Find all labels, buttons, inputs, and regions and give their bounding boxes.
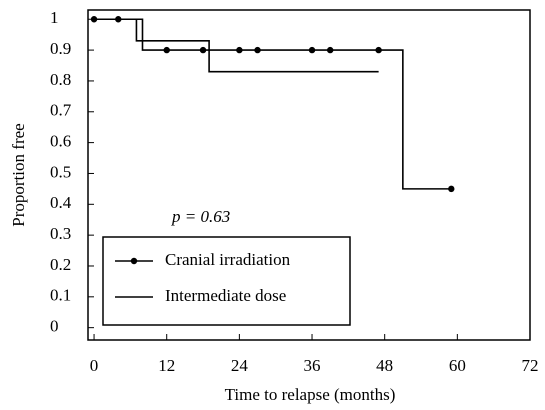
plot-frame — [87, 9, 531, 341]
annotation: p = 0.63 — [171, 207, 230, 226]
x-tick-label: 0 — [90, 356, 99, 375]
y-tick-label: 0.4 — [50, 193, 72, 212]
x-tick-label: 36 — [304, 356, 321, 375]
legend-marker — [130, 257, 138, 265]
censor-mark — [326, 46, 334, 54]
survival-curve — [94, 18, 452, 190]
x-tick-label: 12 — [158, 356, 175, 375]
y-tick-label: 0.3 — [50, 224, 71, 243]
y-tick-label: 1 — [50, 8, 59, 27]
censor-mark — [375, 46, 382, 54]
y-tick-label: 0.8 — [50, 70, 71, 89]
legend-label: Intermediate dose — [165, 286, 286, 305]
y-axis-label: Proportion free — [9, 123, 28, 226]
x-tick-label: 60 — [449, 356, 466, 375]
y-tick-label: 0.6 — [50, 132, 71, 151]
censor-mark — [448, 185, 455, 193]
y-tick-label: 0 — [50, 317, 59, 336]
y-tick-label: 0.7 — [50, 101, 72, 120]
x-tick-label: 24 — [231, 356, 249, 375]
x-tick-label: 72 — [522, 356, 539, 375]
y-tick-label: 0.9 — [50, 39, 71, 58]
censor-mark — [163, 46, 170, 54]
y-tick-label: 0.1 — [50, 286, 71, 305]
censor-mark — [199, 46, 207, 54]
x-tick-label: 48 — [376, 356, 393, 375]
y-tick-label: 0.2 — [50, 255, 71, 274]
y-tick-label: 0.5 — [50, 162, 71, 181]
legend-label: Cranial irradiation — [165, 250, 291, 269]
censor-mark — [236, 46, 243, 54]
x-axis-label: Time to relapse (months) — [225, 385, 396, 404]
censor-mark — [254, 46, 261, 54]
survival-curve — [94, 18, 379, 73]
censor-mark — [308, 46, 316, 54]
legend-box — [102, 236, 351, 326]
